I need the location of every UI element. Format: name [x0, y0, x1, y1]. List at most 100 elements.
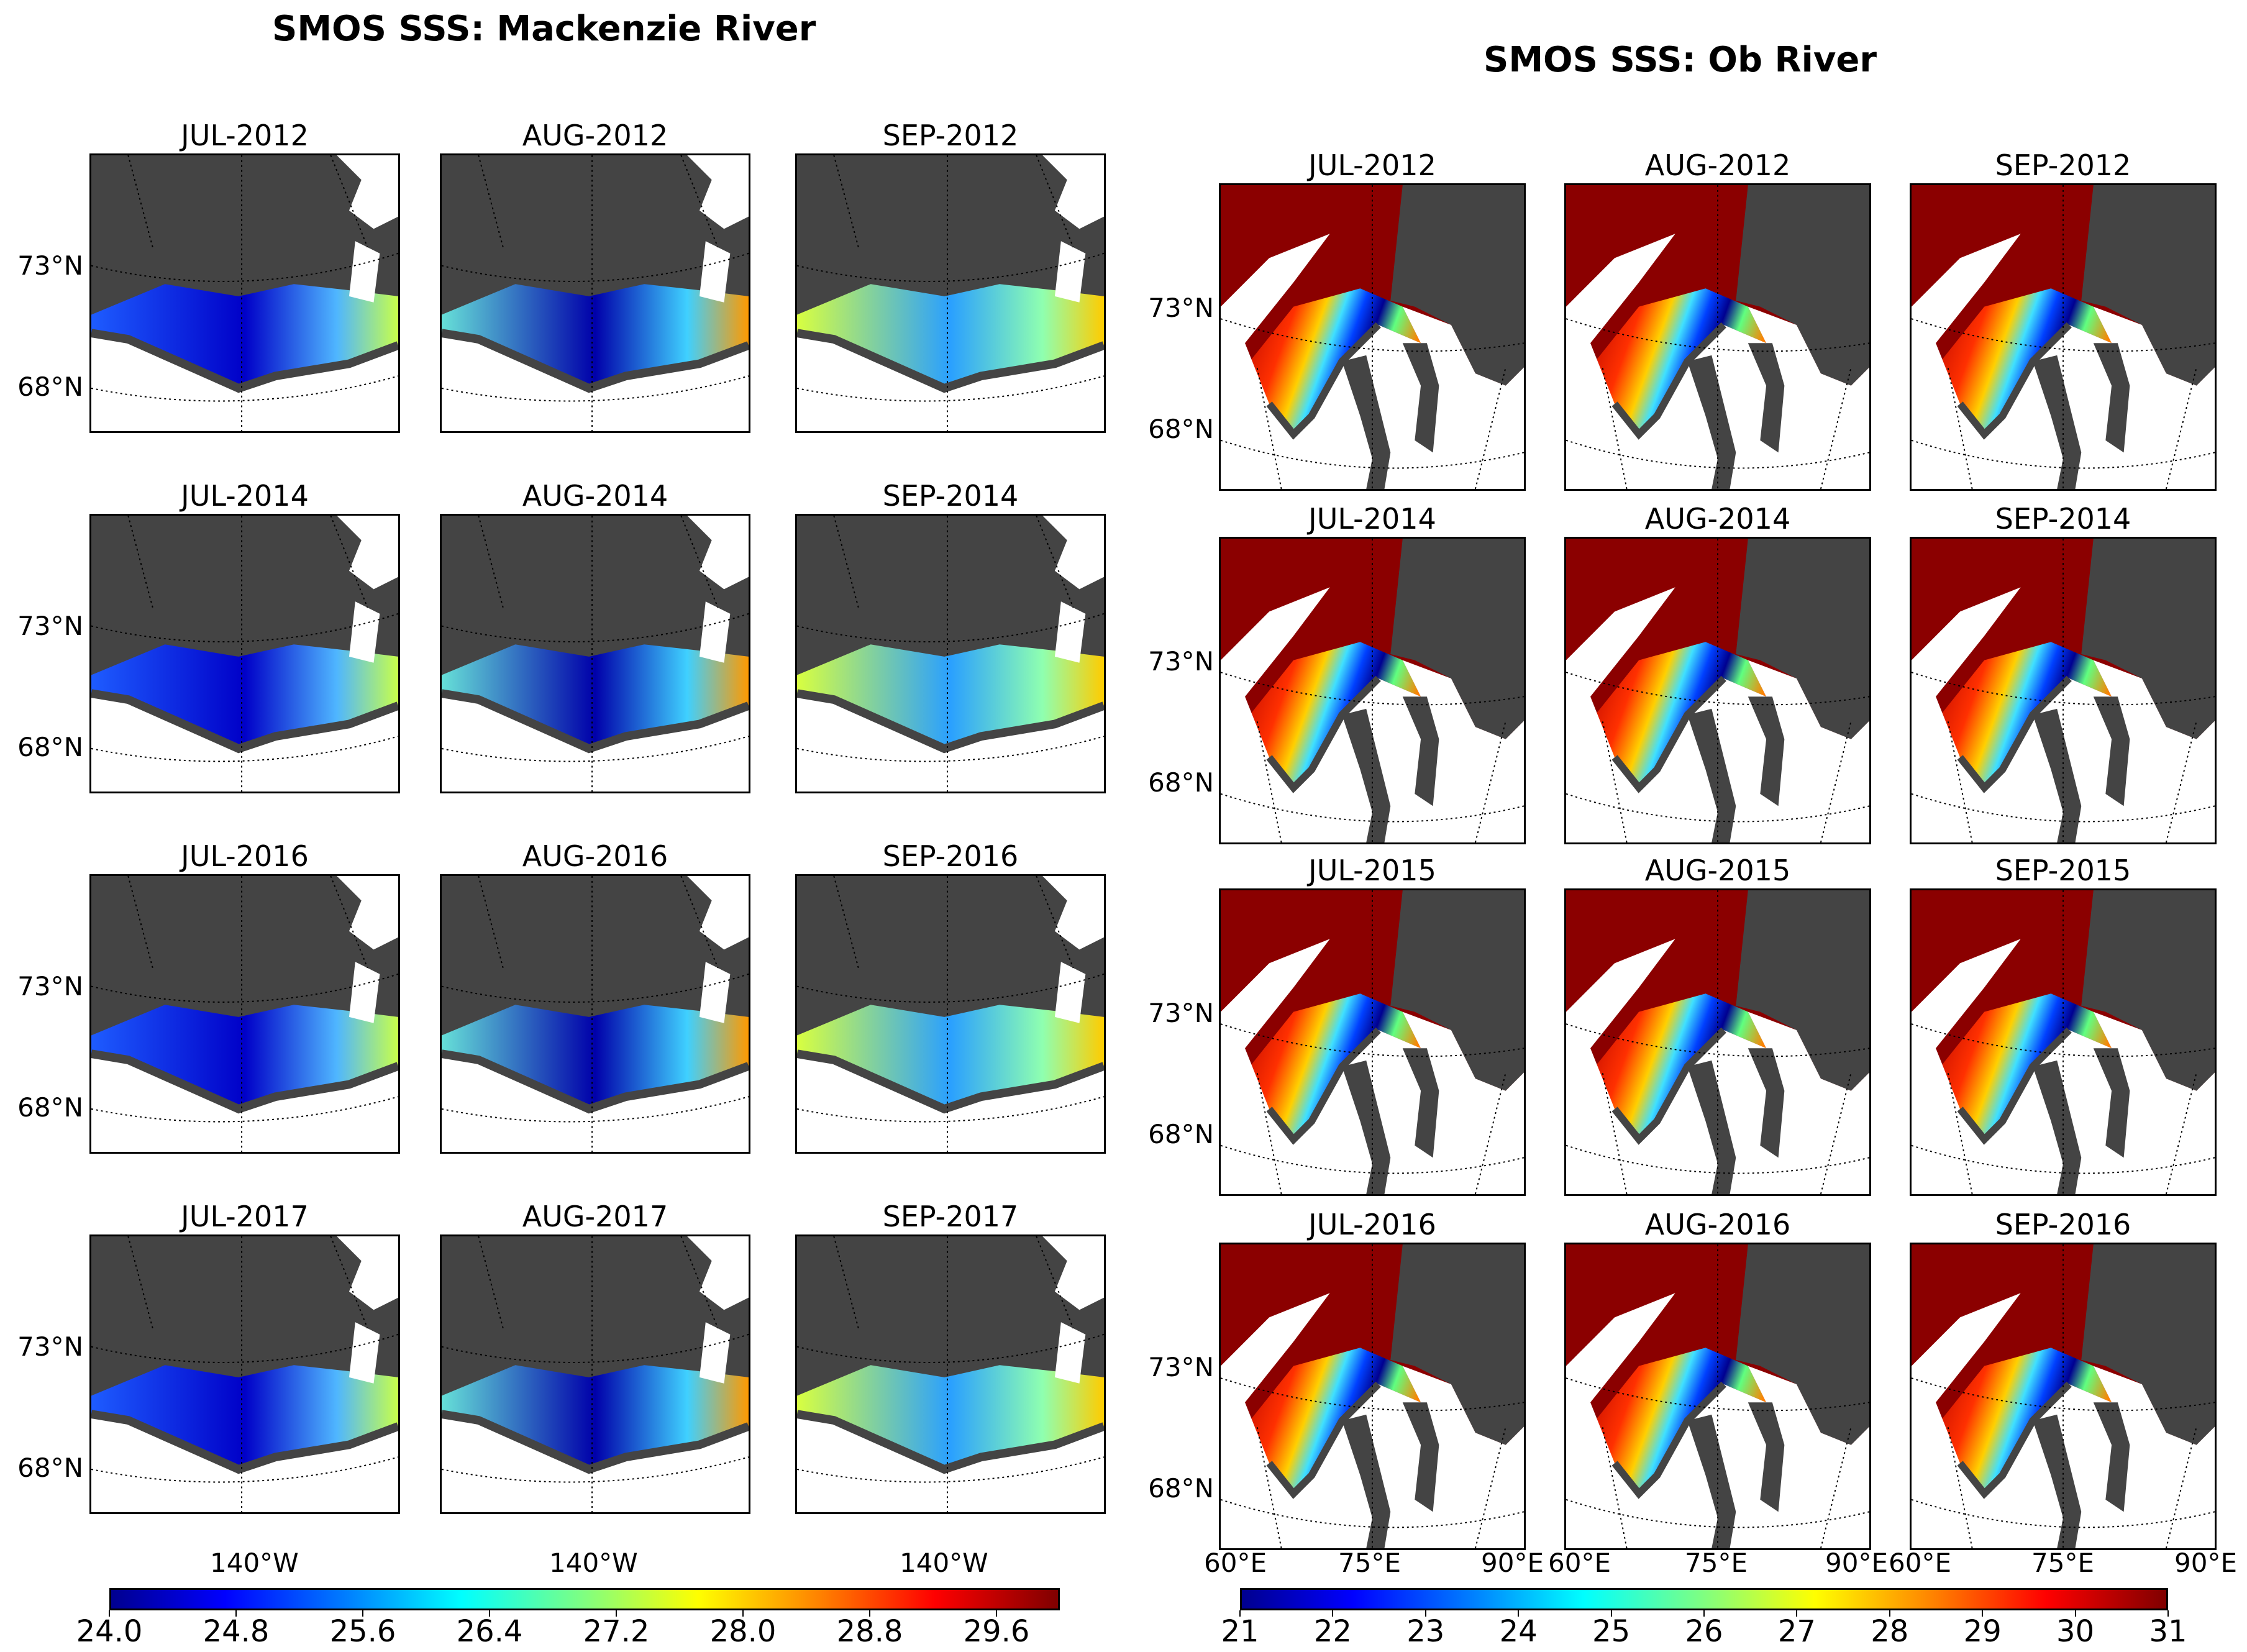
ob-panel-title: AUG-2014: [1644, 502, 1791, 536]
ob-colorbar-tick-label: 28: [1871, 1614, 1909, 1649]
ob-colorbar-tick-label: 30: [2056, 1614, 2095, 1649]
mackenzie-sss-map: [89, 1234, 400, 1514]
mackenzie-sss-map: [795, 514, 1106, 793]
ob-lon-label-60e-col1: 60°E: [1204, 1548, 1267, 1578]
mackenzie-lat-label: 68°N: [17, 732, 83, 762]
mackenzie-sss-map: [795, 153, 1106, 433]
mackenzie-lat-label: 73°N: [17, 971, 83, 1002]
mackenzie-sss-map: [89, 874, 400, 1154]
mackenzie-panel-title: JUL-2016: [181, 839, 309, 873]
ob-colorbar-tick-label: 23: [1406, 1614, 1445, 1649]
mackenzie-panel-title: JUL-2017: [181, 1200, 309, 1233]
ob-sss-map: [1564, 183, 1871, 491]
ob-lon-label-60e-col3: 60°E: [1889, 1548, 1951, 1578]
mackenzie-sss-map: [89, 514, 400, 793]
ob-lon-label-90e-col2: 90°E: [1825, 1548, 1888, 1578]
ob-colorbar-tick-label: 24: [1499, 1614, 1538, 1649]
ob-panel-title: JUL-2014: [1308, 502, 1436, 536]
mackenzie-sss-map: [440, 1234, 750, 1514]
ob-colorbar-tick-mark: [2167, 1610, 2169, 1617]
ob-title: SMOS SSS: Ob River: [1484, 40, 1877, 80]
ob-panel-title: AUG-2016: [1644, 1208, 1791, 1241]
mackenzie-panel-title: SEP-2017: [882, 1200, 1019, 1233]
ob-lon-label-60e-col2: 60°E: [1548, 1548, 1611, 1578]
ob-sss-map: [1219, 537, 1526, 844]
mackenzie-lat-label: 68°N: [17, 1453, 83, 1483]
mackenzie-colorbar-tick-mark: [362, 1610, 363, 1617]
ob-sss-map: [1564, 537, 1871, 844]
mackenzie-colorbar-tick-mark: [616, 1610, 617, 1617]
ob-panel-title: JUL-2012: [1308, 148, 1436, 182]
ob-sss-map: [1910, 1243, 2217, 1550]
mackenzie-panel-title: AUG-2017: [522, 1200, 668, 1233]
ob-colorbar-tick-mark: [1332, 1610, 1334, 1617]
ob-panel-title: AUG-2015: [1644, 854, 1791, 887]
ob-colorbar-tick-mark: [1518, 1610, 1520, 1617]
ob-panel-title: SEP-2014: [1995, 502, 2131, 536]
ob-lon-label-90e-col3: 90°E: [2174, 1548, 2237, 1578]
mackenzie-colorbar-tick-label: 28.0: [709, 1614, 777, 1649]
mackenzie-sss-map: [440, 874, 750, 1154]
ob-lon-label-90e-col1: 90°E: [1481, 1548, 1544, 1578]
mackenzie-lon-label-col1: 140°W: [210, 1548, 299, 1578]
mackenzie-colorbar-tick-label: 28.8: [836, 1614, 903, 1649]
ob-colorbar-tick-label: 25: [1592, 1614, 1631, 1649]
ob-sss-map: [1910, 537, 2217, 844]
ob-colorbar-tick-mark: [1703, 1610, 1705, 1617]
ob-colorbar-tick-mark: [1982, 1610, 1984, 1617]
ob-lat-label: 73°N: [1148, 1352, 1214, 1382]
mackenzie-colorbar-tick-mark: [489, 1610, 490, 1617]
ob-colorbar-tick-mark: [1239, 1610, 1241, 1617]
ob-colorbar-tick-mark: [2074, 1610, 2076, 1617]
mackenzie-panel-title: SEP-2016: [882, 839, 1019, 873]
ob-colorbar-tick-mark: [1796, 1610, 1798, 1617]
ob-lat-label: 73°N: [1148, 998, 1214, 1028]
ob-sss-map: [1219, 1243, 1526, 1550]
mackenzie-panel-title: AUG-2012: [522, 119, 668, 152]
ob-sss-map: [1564, 1243, 1871, 1550]
mackenzie-title: SMOS SSS: Mackenzie River: [272, 9, 816, 49]
mackenzie-panel-title: AUG-2016: [522, 839, 668, 873]
ob-colorbar-tick-mark: [1889, 1610, 1890, 1617]
ob-panel-title: SEP-2016: [1995, 1208, 2131, 1241]
mackenzie-lon-label-col3: 140°W: [900, 1548, 988, 1578]
mackenzie-lat-label: 73°N: [17, 611, 83, 641]
mackenzie-colorbar: [109, 1588, 1060, 1610]
ob-colorbar-tick-label: 22: [1313, 1614, 1352, 1649]
ob-panel-title: SEP-2015: [1995, 854, 2131, 887]
mackenzie-colorbar-tick-label: 27.2: [583, 1614, 650, 1649]
mackenzie-lon-label-col2: 140°W: [549, 1548, 638, 1578]
mackenzie-colorbar-tick-mark: [109, 1610, 110, 1617]
ob-sss-map: [1219, 183, 1526, 491]
mackenzie-lat-label: 73°N: [17, 1331, 83, 1362]
mackenzie-colorbar-tick-label: 29.6: [963, 1614, 1030, 1649]
mackenzie-lat-label: 68°N: [17, 372, 83, 402]
ob-sss-map: [1910, 888, 2217, 1196]
ob-lat-label: 73°N: [1148, 646, 1214, 677]
ob-sss-map: [1910, 183, 2217, 491]
ob-panel-title: JUL-2015: [1308, 854, 1436, 887]
mackenzie-lat-label: 68°N: [17, 1092, 83, 1123]
mackenzie-panel-title: SEP-2014: [882, 479, 1019, 513]
mackenzie-colorbar-tick-mark: [996, 1610, 997, 1617]
ob-colorbar-tick-label: 21: [1221, 1614, 1259, 1649]
mackenzie-panel-title: JUL-2012: [181, 119, 309, 152]
ob-sss-map: [1564, 888, 1871, 1196]
ob-colorbar-tick-mark: [1610, 1610, 1612, 1617]
mackenzie-lat-label: 73°N: [17, 250, 83, 281]
mackenzie-panel-title: AUG-2014: [522, 479, 668, 513]
ob-lat-label: 73°N: [1148, 293, 1214, 323]
ob-lon-label-75e-col1: 75°E: [1338, 1548, 1401, 1578]
ob-colorbar-tick-label: 29: [1963, 1614, 2002, 1649]
ob-colorbar: [1240, 1588, 2168, 1610]
mackenzie-sss-map: [440, 514, 750, 793]
mackenzie-sss-map: [440, 153, 750, 433]
mackenzie-colorbar-tick-label: 25.6: [329, 1614, 396, 1649]
mackenzie-colorbar-tick-mark: [742, 1610, 744, 1617]
ob-lat-label: 68°N: [1148, 767, 1214, 798]
ob-sss-map: [1219, 888, 1526, 1196]
ob-lat-label: 68°N: [1148, 1119, 1214, 1149]
mackenzie-colorbar-tick-mark: [235, 1610, 237, 1617]
mackenzie-colorbar-tick-mark: [869, 1610, 870, 1617]
ob-lat-label: 68°N: [1148, 414, 1214, 444]
